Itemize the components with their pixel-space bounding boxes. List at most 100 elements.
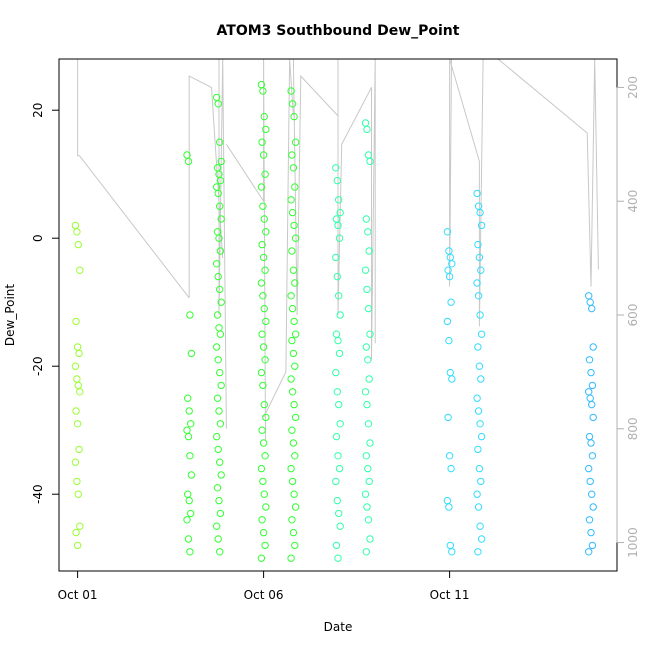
data-point [585,516,594,524]
data-point [474,240,482,249]
data-point [291,183,299,191]
data-point [445,336,453,345]
data-point [588,304,596,313]
data-point [332,432,341,441]
data-point [364,151,373,159]
data-point [75,445,83,454]
pressure-line-8 [375,58,452,287]
data-point [448,548,456,556]
data-point [289,439,298,447]
pressure-line-3 [225,58,266,441]
data-point [73,541,82,550]
x-tick-label: Oct 06 [244,588,284,602]
data-point [215,324,223,332]
y-axis-label: Dew_Point [3,284,17,347]
data-point [366,535,374,543]
data-point [333,388,341,396]
data-point [332,477,340,486]
data-point [74,490,83,498]
data-point [365,247,373,255]
data-point [587,439,595,447]
data-point [287,375,295,383]
pressure-line-4 [263,58,294,418]
data-point [362,215,370,223]
data-point [291,413,300,422]
data-point [259,253,268,262]
data-point [185,407,193,415]
data-point [72,317,80,326]
data-point [258,138,266,146]
data-point [333,176,341,185]
data-point [216,247,225,255]
data-point [474,292,483,300]
data-point [73,228,81,236]
data-point [289,266,298,274]
data-point [186,548,194,556]
data-point [71,362,80,370]
data-point [290,317,298,326]
data-point [215,234,223,242]
data-point [288,477,297,486]
data-point [291,503,300,511]
data-point [72,407,80,415]
data-point [261,266,269,274]
data-point [187,420,195,428]
data-point [213,164,222,172]
data-point [446,368,454,377]
data-point [335,464,344,473]
data-point [289,528,298,537]
data-point [262,228,270,236]
data-point [476,522,484,530]
data-point [287,87,295,95]
pressure-line-0 [77,59,190,299]
y-tick-label: -40 [31,484,45,504]
x-axis: Oct 01 Oct 06 Oct 11 [58,570,470,602]
data-point [287,554,295,562]
y2-tick-label: 400 [626,190,640,213]
data-point [258,330,266,338]
data-point [216,330,225,338]
data-point [185,496,193,505]
data-point [184,432,193,441]
data-point [289,349,298,358]
data-point [215,407,223,415]
data-point [444,413,452,422]
data-point [362,452,370,460]
data-point [443,228,452,236]
data-point [184,490,192,498]
pressure-lines [77,58,599,441]
data-point [335,349,344,358]
data-point [474,343,482,351]
data-point [585,356,594,364]
data-point [445,272,454,281]
data-point [259,477,267,486]
data-point [213,484,222,492]
data-point [74,381,83,390]
chart-title: ATOM3 Southbound Dew_Point [217,23,460,39]
data-point [364,304,373,313]
data-point [287,196,295,204]
data-point [366,157,374,166]
data-point [214,356,222,364]
data-point [187,509,195,518]
data-point [214,189,222,198]
data-point [289,164,298,172]
data-point [332,164,340,172]
data-point [259,202,267,210]
data-point [214,272,222,281]
data-point [334,452,342,460]
data-point [446,541,454,550]
data-point [213,260,221,268]
data-point [334,221,342,230]
data-point [362,343,370,351]
data-point [216,176,225,185]
data-point [589,413,597,422]
data-point [361,266,370,274]
data-point [260,112,268,121]
data-point [216,509,225,518]
data-point [477,477,485,486]
data-point [445,247,453,255]
data-point [259,343,268,351]
data-point [71,221,80,230]
data-point [361,388,370,396]
